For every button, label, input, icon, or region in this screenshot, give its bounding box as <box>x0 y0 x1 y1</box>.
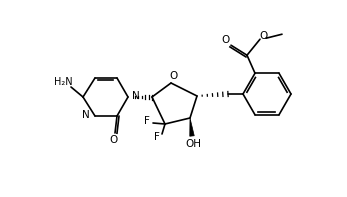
Text: O: O <box>110 135 118 145</box>
Text: O: O <box>222 35 230 45</box>
Text: N: N <box>82 110 90 120</box>
Text: O: O <box>170 71 178 81</box>
Text: OH: OH <box>185 139 201 149</box>
Text: O: O <box>260 31 268 41</box>
Text: H₂N: H₂N <box>54 77 72 87</box>
Text: F: F <box>144 116 150 126</box>
Text: F: F <box>154 132 160 142</box>
Polygon shape <box>190 118 194 136</box>
Text: N: N <box>132 91 140 101</box>
